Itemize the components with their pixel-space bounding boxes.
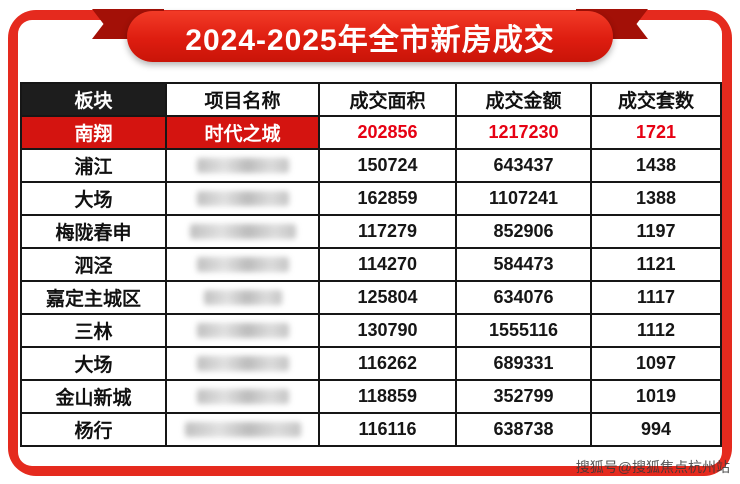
table-row: 嘉定主城区 125804 634076 1117 [20,280,722,315]
title-banner: 2024-2025年全市新房成交 [127,11,613,62]
transactions-table-wrap: 板块 项目名称 成交面积 成交金额 成交套数 南翔 时代之城 202856 12… [20,82,722,447]
cell-project [165,181,320,216]
cell-amount: 1107241 [455,181,592,216]
cell-units: 1097 [590,346,722,381]
cell-amount: 584473 [455,247,592,282]
cell-district: 大场 [20,346,167,381]
cell-area: 150724 [318,148,457,183]
table-row: 南翔 时代之城 202856 1217230 1721 [20,115,722,150]
header-amount: 成交金额 [455,82,592,117]
blurred-project-text [203,290,282,305]
cell-units: 994 [590,412,722,447]
cell-amount: 352799 [455,379,592,414]
cell-area: 116116 [318,412,457,447]
blurred-project-text [196,191,289,206]
cell-project [165,313,320,348]
table-row: 大场 162859 1107241 1388 [20,181,722,216]
cell-units: 1197 [590,214,722,249]
cell-area: 202856 [318,115,457,150]
cell-amount: 638738 [455,412,592,447]
table-row: 大场 116262 689331 1097 [20,346,722,381]
cell-district: 三林 [20,313,167,348]
header-area: 成交面积 [318,82,457,117]
header-district: 板块 [20,82,167,117]
cell-district: 泗泾 [20,247,167,282]
table-row: 金山新城 118859 352799 1019 [20,379,722,414]
cell-district: 大场 [20,181,167,216]
cell-amount: 643437 [455,148,592,183]
table-row: 泗泾 114270 584473 1121 [20,247,722,282]
cell-project [165,379,320,414]
cell-units: 1721 [590,115,722,150]
cell-area: 118859 [318,379,457,414]
cell-district: 梅陇春申 [20,214,167,249]
table-row: 三林 130790 1555116 1112 [20,313,722,348]
table-header-row: 板块 项目名称 成交面积 成交金额 成交套数 [20,82,722,117]
cell-units: 1117 [590,280,722,315]
cell-project [165,214,320,249]
cell-district: 浦江 [20,148,167,183]
cell-project [165,280,320,315]
cell-amount: 689331 [455,346,592,381]
cell-amount: 634076 [455,280,592,315]
page-title: 2024-2025年全市新房成交 [185,23,555,57]
blurred-project-text [189,224,296,239]
blurred-project-text [196,323,289,338]
cell-project [165,247,320,282]
blurred-project-text [196,356,289,371]
cell-area: 130790 [318,313,457,348]
cell-area: 125804 [318,280,457,315]
table-row: 浦江 150724 643437 1438 [20,148,722,183]
table-row: 梅陇春申 117279 852906 1197 [20,214,722,249]
cell-units: 1438 [590,148,722,183]
cell-area: 114270 [318,247,457,282]
cell-units: 1388 [590,181,722,216]
cell-area: 162859 [318,181,457,216]
cell-project [165,148,320,183]
cell-project [165,412,320,447]
cell-area: 117279 [318,214,457,249]
cell-district: 南翔 [20,115,167,150]
cell-amount: 1555116 [455,313,592,348]
cell-district: 嘉定主城区 [20,280,167,315]
cell-district: 金山新城 [20,379,167,414]
transactions-table: 板块 项目名称 成交面积 成交金额 成交套数 南翔 时代之城 202856 12… [20,82,722,447]
cell-area: 116262 [318,346,457,381]
blurred-project-text [196,389,289,404]
cell-project: 时代之城 [165,115,320,150]
cell-district: 杨行 [20,412,167,447]
cell-amount: 1217230 [455,115,592,150]
cell-units: 1121 [590,247,722,282]
sohu-watermark: 搜狐号@搜狐焦点杭州站 [575,459,730,475]
blurred-project-text [196,257,289,272]
header-units: 成交套数 [590,82,722,117]
cell-units: 1112 [590,313,722,348]
blurred-project-text [184,422,301,437]
cell-amount: 852906 [455,214,592,249]
header-project: 项目名称 [165,82,320,117]
cell-units: 1019 [590,379,722,414]
cell-project [165,346,320,381]
blurred-project-text [196,158,289,173]
table-row: 杨行 116116 638738 994 [20,412,722,447]
